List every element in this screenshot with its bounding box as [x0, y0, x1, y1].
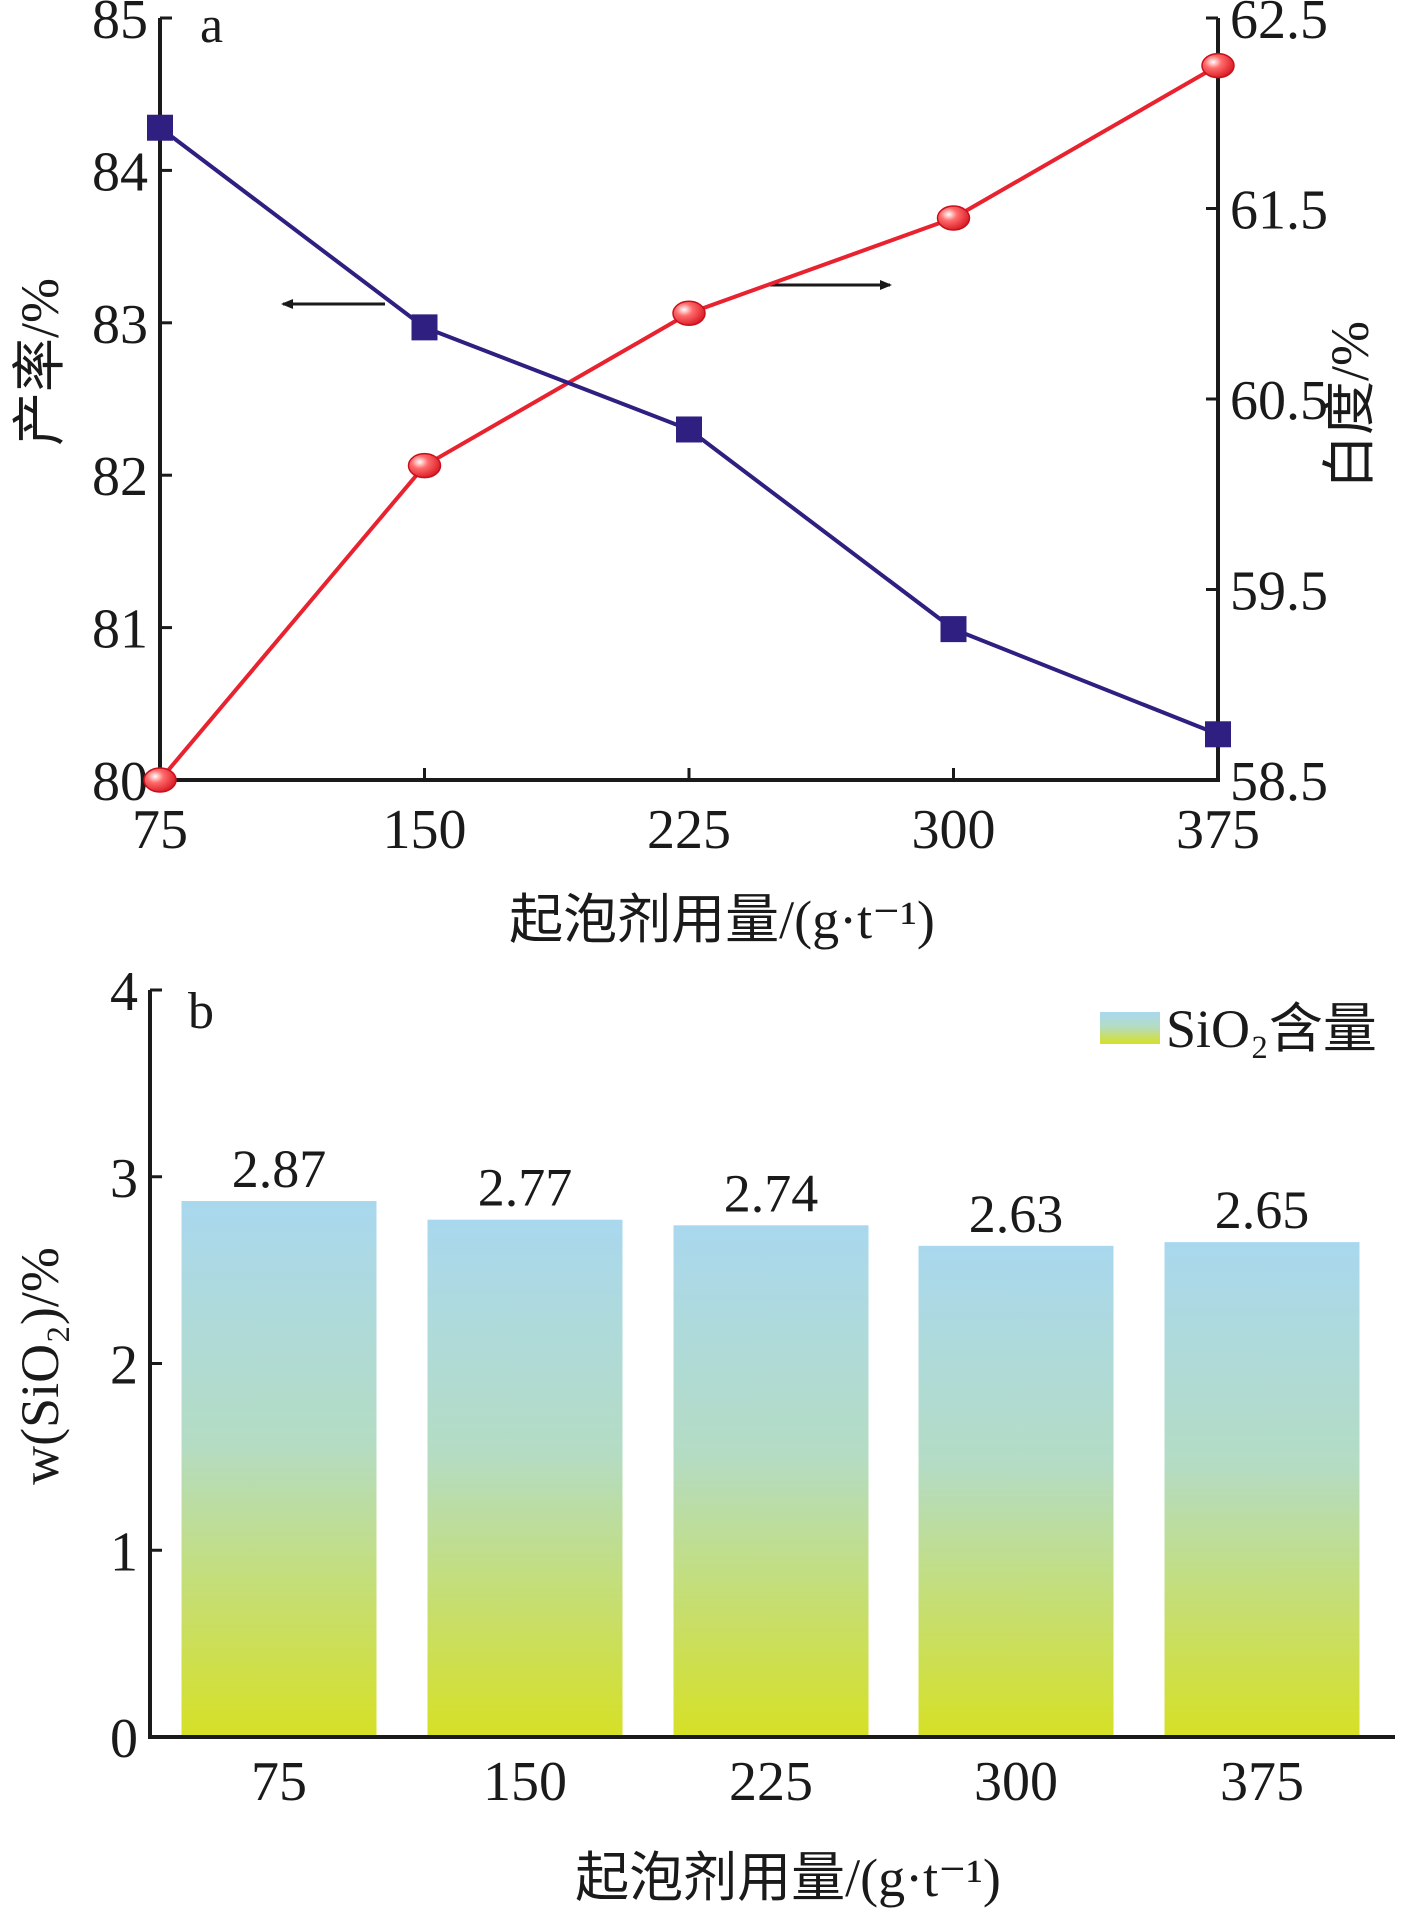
- chart-a-x-tick-label: 375: [1176, 799, 1260, 861]
- bar-sio2: [1164, 1242, 1360, 1737]
- chart-a-x-tick-label: 75: [132, 799, 188, 861]
- data-point-whiteness: [407, 452, 442, 479]
- bar-value-label: 2.87: [232, 1139, 327, 1199]
- chart-b-bars: 2.87 2.77 2.74 2.63 2.65: [181, 1139, 1360, 1737]
- chart-a-right-tick-label: 62.5: [1230, 0, 1328, 51]
- chart-a-annotations: [281, 280, 892, 309]
- data-point-whiteness: [1201, 52, 1235, 79]
- chart-a: 75 150 225 300 375 80 81 82 83 84 85 58.5 59.5 60.5 61…: [10, 0, 1380, 950]
- legend-swatch-sio2: [1100, 1012, 1160, 1044]
- chart-a-left-tick-label: 85: [92, 0, 148, 51]
- chart-b-x-axis-title: 起泡剂用量/(g·t⁻¹): [575, 1848, 1001, 1908]
- chart-b: 2.87 2.77 2.74 2.63 2.65 0 1 2 3 4 75 150 225 300 375…: [10, 961, 1395, 1908]
- chart-b-ticks: 0 1 2 3 4 75 150 225 300 375: [110, 961, 1304, 1813]
- data-point-yield: [940, 616, 967, 643]
- bar-value-label: 2.63: [969, 1184, 1064, 1244]
- chart-b-y-tick-label: 3: [110, 1148, 138, 1210]
- bar-sio2: [673, 1225, 869, 1737]
- chart-a-right-tick-label: 61.5: [1230, 180, 1328, 242]
- chart-b-y-axis-title: w(SiO₂)/%: [10, 1247, 70, 1485]
- legend-label-sio2: SiO₂含量: [1166, 999, 1377, 1059]
- data-point-yield: [147, 114, 173, 141]
- chart-b-y-tick-label: 0: [110, 1708, 138, 1770]
- chart-b-x-tick-label: 150: [483, 1751, 567, 1813]
- data-point-yield: [676, 416, 702, 443]
- bar-value-label: 2.74: [724, 1163, 819, 1223]
- chart-b-y-tick-label: 4: [110, 961, 138, 1023]
- bar-sio2: [427, 1219, 623, 1737]
- chart-a-series: [143, 52, 1235, 793]
- chart-a-left-tick-label: 83: [92, 294, 148, 356]
- chart-b-y-tick-label: 1: [110, 1521, 138, 1583]
- chart-a-right-axis-title: 白度/%: [1320, 321, 1380, 489]
- chart-a-ticks: 75 150 225 300 375 80 81 82 83 84 85 58.5 59.5 60.5 61…: [92, 0, 1328, 861]
- chart-b-x-tick-label: 300: [974, 1751, 1058, 1813]
- chart-a-left-axis-title: 产率/%: [10, 278, 70, 446]
- chart-b-panel-label: b: [188, 983, 214, 1040]
- chart-a-right-tick-label: 60.5: [1230, 370, 1328, 432]
- chart-a-x-tick-label: 300: [912, 799, 996, 861]
- data-point-whiteness: [143, 767, 177, 793]
- chart-a-right-tick-label: 59.5: [1230, 561, 1328, 623]
- chart-a-left-tick-label: 81: [92, 599, 148, 661]
- chart-a-x-tick-label: 225: [647, 799, 731, 861]
- chart-a-x-axis-title: 起泡剂用量/(g·t⁻¹): [509, 890, 935, 950]
- data-point-whiteness: [672, 300, 706, 327]
- chart-a-axes: [158, 18, 1220, 782]
- bar-sio2: [181, 1201, 377, 1737]
- bar-value-label: 2.65: [1215, 1180, 1310, 1240]
- chart-a-left-tick-label: 82: [92, 446, 148, 508]
- chart-b-x-tick-label: 375: [1220, 1751, 1304, 1813]
- bar-sio2: [918, 1245, 1114, 1737]
- chart-a-right-tick-label: 58.5: [1230, 751, 1328, 813]
- chart-b-x-tick-label: 75: [251, 1751, 307, 1813]
- chart-b-y-tick-label: 2: [110, 1335, 138, 1397]
- chart-a-panel-label: a: [200, 0, 223, 54]
- bar-value-label: 2.77: [478, 1158, 573, 1218]
- chart-a-left-tick-label: 80: [92, 751, 148, 813]
- chart-a-x-tick-label: 150: [383, 799, 467, 861]
- data-point-whiteness: [936, 205, 971, 231]
- chart-a-left-tick-label: 84: [92, 141, 148, 203]
- data-point-yield: [411, 314, 438, 341]
- data-point-yield: [1205, 721, 1231, 748]
- chart-b-x-tick-label: 225: [729, 1751, 813, 1813]
- chart-b-legend: SiO₂含量: [1100, 999, 1377, 1059]
